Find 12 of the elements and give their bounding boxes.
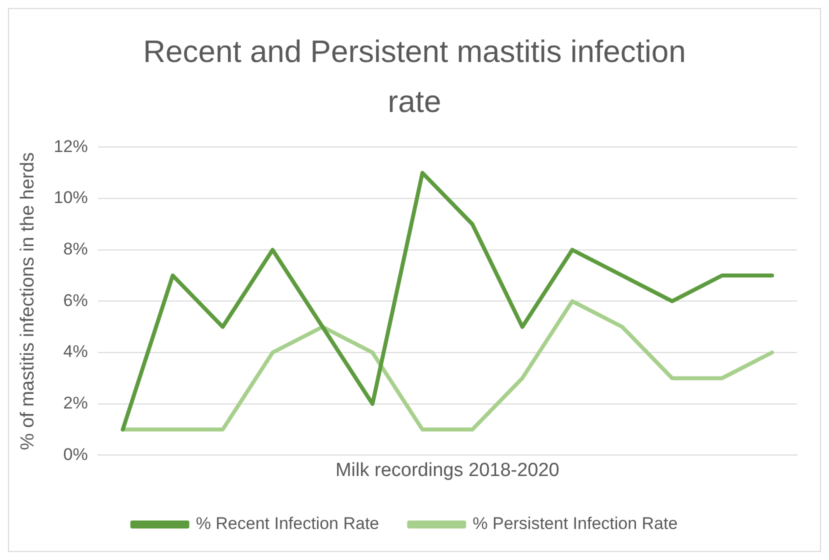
y-tick-label: 6% [63,290,88,310]
x-axis-title: Milk recordings 2018-2020 [335,460,560,481]
y-axis-title: % of mastitis infections in the herds [18,152,39,450]
y-tick-label: 12% [54,136,88,156]
legend-label: % Persistent Infection Rate [472,514,678,534]
y-tick-label: 2% [63,394,88,413]
legend-label: % Recent Infection Rate [196,514,380,534]
chart-title: Recent and Persistent mastitis infection rate [142,33,687,121]
y-tick-label: 4% [63,342,88,362]
y-tick-label: 8% [63,240,88,259]
y-tick-label: 0% [63,444,88,464]
y-tick-label: 10% [54,188,88,208]
